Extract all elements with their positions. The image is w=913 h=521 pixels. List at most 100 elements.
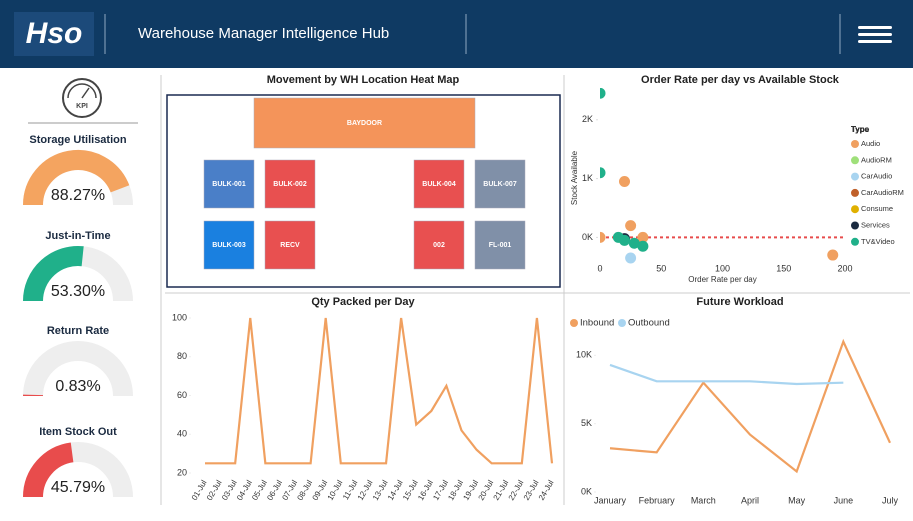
x-tick-label: April [741, 495, 759, 505]
legend-swatch [851, 237, 859, 246]
legend-label: Inbound [580, 318, 614, 329]
location-box [253, 97, 476, 149]
legend-label: TV&Video [861, 237, 895, 246]
legend-swatch [851, 205, 859, 214]
logo-box [14, 12, 94, 56]
heatmap-title: Movement by WH Location Heat Map [267, 74, 460, 86]
point [625, 252, 637, 264]
y-tick-label: 1K [582, 173, 593, 183]
x-tick-label: May [788, 495, 806, 505]
legend-swatch [570, 319, 578, 327]
legend-swatch [851, 156, 859, 165]
y-tick-label: 20 [177, 467, 187, 477]
point [600, 231, 606, 243]
menu-button[interactable] [858, 26, 892, 43]
legend-title: Type [851, 125, 870, 134]
legend-label: Services [861, 220, 890, 229]
kpi-label: Storage Utilisation [29, 134, 126, 146]
x-tick-label: 100 [715, 263, 730, 273]
x-tick-label: February [639, 495, 676, 505]
legend-label: CarAudioRM [861, 188, 904, 197]
point [625, 220, 637, 232]
point [637, 240, 649, 252]
y-tick-label: 60 [177, 390, 187, 400]
kpi-value: 88.27% [51, 187, 105, 204]
gauge-fill [23, 246, 84, 302]
legend-swatch [618, 319, 626, 327]
legend-swatch [851, 221, 859, 230]
kpi-label: Return Rate [47, 325, 109, 337]
kpi-value: 53.30% [51, 283, 105, 300]
x-tick-label: 150 [776, 263, 791, 273]
location-label: BULK-003 [212, 242, 246, 249]
gauge-track [23, 341, 133, 397]
legend-title: Type [851, 125, 870, 134]
legend-swatch [851, 188, 859, 197]
x-tick-label: January [594, 495, 627, 505]
location-label: 002 [433, 242, 445, 249]
legend-title: Type [851, 125, 870, 134]
point [628, 237, 640, 249]
point [619, 176, 630, 188]
point [619, 234, 630, 246]
x-tick-label: July [882, 495, 899, 505]
y-tick-label: 5K [581, 418, 592, 428]
location-box [413, 220, 465, 270]
location-label: BAYDOOR [347, 120, 382, 127]
y-tick-label: 2K [582, 114, 593, 124]
location-box [264, 220, 316, 270]
location-box [474, 159, 526, 209]
location-box [413, 159, 465, 209]
y-tick-label: 10K [576, 350, 592, 360]
y-tick-label: 80 [177, 351, 187, 361]
legend-label: AudioRM [861, 155, 892, 164]
chart-title: Order Rate per day vs Available Stock [641, 74, 840, 86]
legend-title: Type [851, 125, 870, 134]
location-label: BULK-004 [422, 181, 456, 188]
y-tick-label: 40 [177, 429, 187, 439]
gauge-fill [23, 150, 130, 206]
y-tick-label: 0K [582, 232, 593, 242]
line [609, 338, 891, 474]
menu-line[interactable] [858, 26, 892, 29]
location-label: BULK-001 [212, 181, 246, 188]
legend-label: CarAudio [861, 172, 892, 181]
y-tick-label: 0K [581, 486, 592, 496]
point [600, 88, 606, 99]
x-axis-label: Order Rate per day [688, 275, 756, 284]
x-tick-label: March [691, 495, 716, 505]
legend-swatch [851, 140, 859, 148]
kpi-icon [62, 78, 102, 118]
chart-title: Future Workload [696, 296, 783, 308]
menu-line[interactable] [858, 40, 892, 43]
location-label: BULK-007 [483, 181, 517, 188]
legend-title: Type [851, 125, 870, 134]
header-title: Warehouse Manager Intelligence Hub [138, 25, 389, 42]
menu-line[interactable] [858, 33, 892, 36]
line [205, 317, 554, 465]
x-tick-label: 200 [837, 263, 852, 273]
chart-title: Qty Packed per Day [311, 296, 415, 308]
kpi-icon-arc [67, 83, 97, 99]
location-box [474, 220, 526, 270]
line [609, 363, 844, 386]
legend-swatch [851, 172, 859, 181]
legend-label: Consume [861, 204, 893, 213]
location-box [203, 159, 255, 209]
x-tick-label: 0 [597, 263, 602, 273]
point [637, 231, 649, 243]
legend-label: Audio [861, 139, 880, 148]
heatmap-frame [166, 94, 561, 288]
kpi-value: 0.83% [55, 378, 100, 395]
points [600, 88, 839, 264]
location-box [203, 220, 255, 270]
y-axis-label: Stock Available [570, 150, 579, 205]
kpi-label: Just-in-Time [45, 230, 110, 242]
point [827, 249, 839, 261]
header-bar [0, 0, 913, 68]
kpi-icon-needle [81, 87, 90, 99]
location-box [264, 159, 316, 209]
kpi-icon-label: KPI [76, 103, 88, 110]
x-tick-label: 24-Jul [537, 478, 556, 502]
